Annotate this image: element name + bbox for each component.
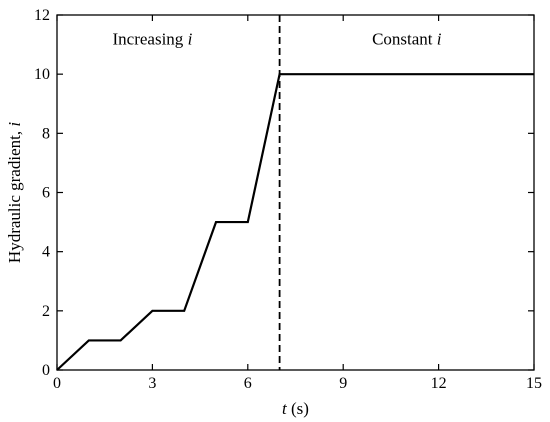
region-label: Increasing i bbox=[113, 30, 193, 49]
y-tick-label: 6 bbox=[42, 185, 50, 202]
x-tick-label: 15 bbox=[526, 375, 542, 392]
y-tick-label: 12 bbox=[34, 7, 50, 24]
y-tick-label: 8 bbox=[42, 125, 50, 142]
x-tick-label: 3 bbox=[148, 375, 156, 392]
x-tick-label: 0 bbox=[53, 375, 61, 392]
x-axis-variable: t bbox=[282, 399, 288, 418]
region-label: Constant i bbox=[372, 30, 442, 49]
y-tick-label: 0 bbox=[42, 362, 50, 379]
x-tick-label: 9 bbox=[339, 375, 347, 392]
x-axis-label: t (s) bbox=[282, 399, 309, 418]
y-tick-label: 10 bbox=[34, 66, 50, 83]
axis-ticks bbox=[56, 14, 535, 371]
hydraulic-gradient-line bbox=[56, 73, 534, 371]
x-tick-label: 6 bbox=[244, 375, 252, 392]
annotations: Increasing i Constant i bbox=[113, 30, 442, 49]
series-layer bbox=[56, 15, 534, 371]
x-axis-unit: (s) bbox=[287, 399, 309, 418]
y-tick-label: 2 bbox=[42, 303, 50, 320]
tick-labels: 0 3 6 9 12 15 0 2 4 6 8 10 12 bbox=[34, 7, 542, 392]
x-tick-label: 12 bbox=[431, 375, 447, 392]
y-tick-label: 4 bbox=[42, 244, 50, 261]
y-axis-label-text: Hydraulic gradient, bbox=[5, 127, 24, 263]
y-axis-variable: i bbox=[5, 122, 24, 127]
y-axis-label: Hydraulic gradient, i bbox=[5, 122, 24, 263]
plot-frame bbox=[56, 14, 535, 371]
